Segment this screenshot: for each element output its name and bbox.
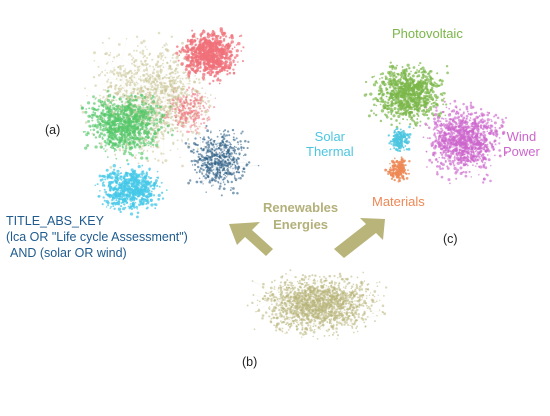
cluster-label-wind-power: Wind Power <box>503 129 540 160</box>
panel-label-b: (b) <box>242 355 258 369</box>
network-b-renewables-cloud <box>246 269 388 340</box>
arrow-up-right <box>334 218 385 258</box>
network-c-solar-thermal <box>387 125 412 153</box>
panel-label-c: (c) <box>443 232 458 246</box>
renewables-label-line-2: Energies <box>273 216 329 232</box>
network-b <box>246 269 388 340</box>
network-c <box>363 61 508 185</box>
search-query: TITLE_ABS_KEY (lca OR "Life cycle Assess… <box>6 213 188 261</box>
network-a-navy-cluster <box>184 124 260 197</box>
network-a-cyan-cluster <box>94 162 168 219</box>
wind-label-line-2: Power <box>503 143 540 159</box>
renewables-label-line-1: Renewables <box>263 200 339 215</box>
network-a <box>80 27 260 219</box>
cluster-label-solar-thermal: Solar Thermal <box>306 129 354 160</box>
solar-label-line-2: Thermal <box>306 143 354 159</box>
arrow-down-right <box>229 222 273 256</box>
solar-label-line-1: Solar <box>314 129 346 144</box>
cluster-label-materials: Materials <box>372 194 425 209</box>
network-a-red-mid <box>161 86 217 134</box>
panel-label-a: (a) <box>45 123 61 137</box>
network-c-photovoltaic <box>363 61 449 130</box>
renewables-energies-label: Renewables Energies <box>263 200 338 233</box>
wind-label-line-1: Wind <box>506 129 537 144</box>
query-line-2: (lca OR "Life cycle Assessment") <box>6 230 188 244</box>
network-a-red-cluster <box>175 27 245 85</box>
cluster-label-photovoltaic: Photovoltaic <box>392 26 463 41</box>
network-a-green-cluster <box>80 89 175 162</box>
network-c-wind-power <box>419 99 508 185</box>
query-line-1: TITLE_ABS_KEY <box>6 214 104 228</box>
query-line-3: AND (solar OR wind) <box>10 246 127 260</box>
network-c-materials <box>384 156 411 183</box>
